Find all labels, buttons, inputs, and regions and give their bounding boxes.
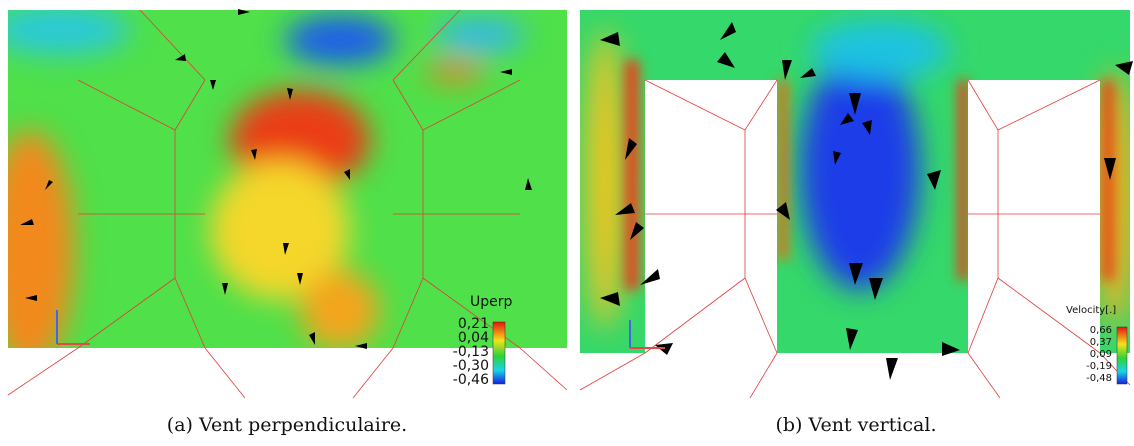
geometry-b — [579, 79, 1131, 399]
legend-tick: 0,09 — [1090, 349, 1112, 360]
legend-title: Velocity[.] — [1066, 305, 1116, 316]
legend-tick: -0,48 — [1086, 373, 1112, 384]
field-a — [8, 10, 567, 348]
legend-tick: -0,46 — [453, 372, 489, 388]
colorbar — [1116, 326, 1128, 385]
legend-ticks: 0,21 0,04 -0,13 -0,30 -0,46 — [453, 316, 489, 388]
caption: (b) Vent vertical. — [775, 414, 936, 436]
legend-tick: 0,37 — [1090, 337, 1112, 348]
caption: (a) Vent perpendiculaire. — [167, 414, 407, 436]
legend-ticks: 0,66 0,37 0,09 -0,19 -0,48 — [1086, 325, 1112, 384]
colorbar — [492, 321, 506, 385]
legend-tick: -0,19 — [1086, 361, 1112, 372]
legend-tick: -0,13 — [453, 344, 489, 360]
legend-title: Uperp — [470, 294, 513, 310]
legend-tick: -0,30 — [453, 358, 489, 374]
legend-tick: 0,04 — [458, 330, 489, 346]
field-b — [580, 10, 1130, 353]
axis-gizmo — [56, 310, 665, 349]
legend-tick: 0,66 — [1090, 325, 1112, 336]
legend-tick: 0,21 — [458, 316, 489, 332]
geometry-a — [7, 9, 568, 399]
